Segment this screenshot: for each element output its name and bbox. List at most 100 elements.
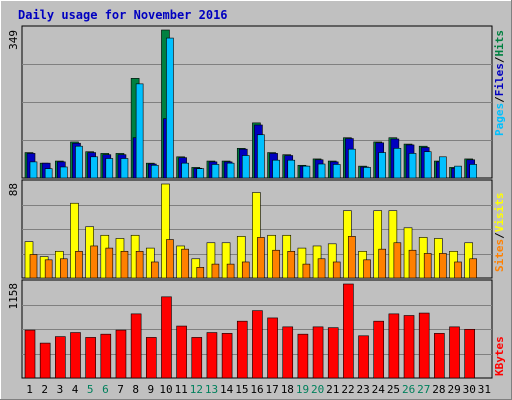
sites-bar: [454, 261, 462, 279]
pages-bar: [211, 164, 220, 179]
pages-bar: [332, 164, 341, 179]
kbytes-bar: [221, 333, 233, 379]
x-tick-label: 1: [26, 383, 33, 396]
kbytes-bar: [449, 326, 460, 379]
legend-sep: /: [493, 56, 506, 63]
kbytes-bar: [373, 320, 385, 379]
pages-bar: [272, 159, 280, 179]
x-tick-label: 23: [357, 383, 370, 396]
sites-bar: [469, 258, 477, 279]
legend-hits-files-pages: Pages/Files/Hits: [493, 30, 506, 136]
sites-bar: [75, 250, 83, 279]
x-tick-label: 22: [341, 383, 354, 396]
visits-sites-bars: [24, 183, 477, 279]
x-tick-label: 10: [159, 383, 172, 396]
x-tick-label: 28: [432, 383, 445, 396]
kbytes-bars: [24, 283, 475, 379]
legend-files: Files: [493, 63, 506, 96]
kbytes-bar: [24, 329, 36, 379]
pages-bar: [393, 148, 402, 179]
sites-bar: [393, 242, 402, 279]
sites-bar: [272, 249, 280, 279]
visits-bar: [252, 192, 261, 279]
pages-bar: [469, 164, 477, 179]
x-tick-label: 5: [87, 383, 94, 396]
legend-pages: Pages: [493, 103, 506, 136]
kbytes-bar: [70, 332, 81, 379]
sites-bar: [166, 239, 174, 279]
x-tick-label: 15: [235, 383, 248, 396]
pages-bar: [439, 156, 447, 179]
visits-bar: [70, 202, 79, 279]
visits-bar: [373, 210, 383, 279]
pages-bar: [257, 134, 265, 179]
legend-visits-sites: Sites/Visits: [493, 193, 506, 273]
kbytes-bar: [145, 337, 157, 379]
kbytes-bar: [252, 310, 263, 379]
pages-bar: [302, 165, 311, 179]
kbytes-bar: [388, 313, 400, 379]
x-tick-label: 7: [117, 383, 124, 396]
y-max-label-kbytes: 1158: [7, 283, 20, 310]
x-tick-label: 4: [72, 383, 79, 396]
sites-bar: [90, 245, 98, 279]
sites-bar: [317, 258, 326, 279]
legend-visits: Visits: [493, 193, 506, 233]
pages-bar: [378, 152, 387, 179]
pages-bar: [44, 168, 53, 179]
sites-bar: [150, 261, 159, 279]
legend-sep: /: [493, 96, 506, 103]
x-tick-label: 18: [281, 383, 294, 396]
kbytes-bar: [176, 325, 187, 379]
kbytes-bar: [282, 326, 294, 379]
pages-bar: [29, 161, 38, 179]
sites-bar: [302, 263, 311, 279]
pages-bar: [423, 151, 432, 179]
legend-hits: Hits: [493, 30, 506, 57]
kbytes-bar: [327, 327, 339, 379]
x-tick-label: 8: [132, 383, 139, 396]
kbytes-bar: [85, 337, 96, 379]
x-tick-label: 16: [250, 383, 263, 396]
sites-bar: [44, 259, 53, 279]
pages-bar: [196, 168, 205, 179]
kbytes-bar: [236, 320, 248, 379]
pages-bar: [105, 158, 114, 179]
sites-bar: [423, 253, 432, 279]
visits-bar: [327, 243, 337, 279]
pages-bar: [150, 164, 159, 179]
x-tick-label: 12: [190, 383, 203, 396]
sites-bar: [60, 258, 68, 279]
kbytes-bar: [191, 337, 203, 379]
kbytes-bar: [100, 333, 112, 379]
pages-bar: [241, 155, 250, 179]
x-tick-label: 29: [447, 383, 460, 396]
kbytes-bar: [161, 296, 172, 379]
kbytes-bar: [358, 335, 369, 379]
x-tick-label: 9: [148, 383, 155, 396]
kbytes-bar: [115, 329, 127, 379]
sites-bar: [241, 261, 250, 279]
sites-bar: [363, 259, 371, 279]
legend-sites: Sites: [493, 239, 506, 272]
visits-bar: [297, 247, 307, 279]
pages-bar: [75, 145, 83, 179]
pages-bar: [120, 158, 129, 179]
sites-bar: [287, 250, 296, 279]
y-max-label-visits: 88: [7, 183, 20, 196]
sites-bar: [120, 250, 129, 279]
pages-bar: [135, 83, 144, 179]
x-tick-label: 24: [372, 383, 386, 396]
kbytes-bar: [130, 313, 142, 379]
pages-bar: [90, 156, 98, 179]
visits-bar: [221, 242, 231, 279]
sites-bar: [211, 263, 220, 279]
sites-bar: [378, 248, 387, 279]
x-tick-label: 6: [102, 383, 109, 396]
pages-bar: [363, 167, 371, 179]
x-tick-label: 19: [296, 383, 309, 396]
x-tick-label: 27: [417, 383, 430, 396]
pages-bar: [287, 159, 296, 179]
kbytes-bar: [312, 326, 324, 379]
